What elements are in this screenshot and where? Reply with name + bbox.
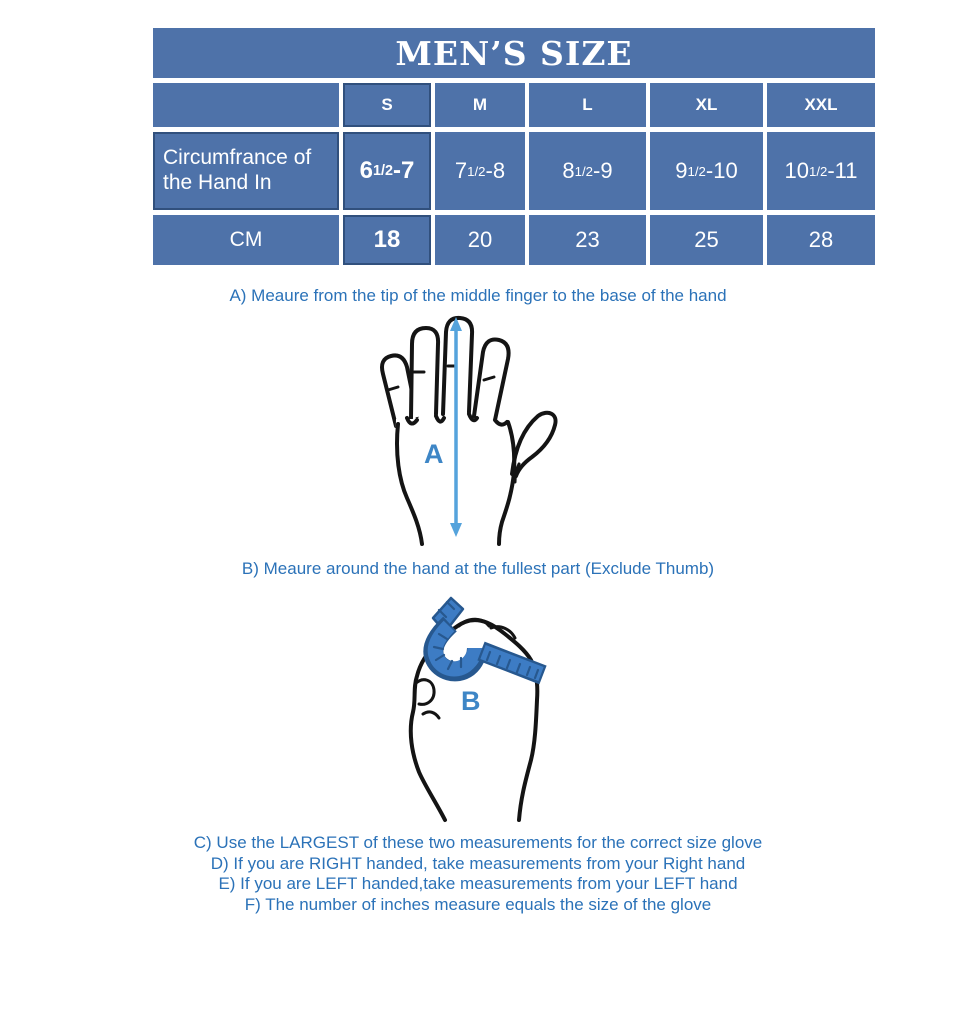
knuckle-ticks [386, 364, 496, 392]
fraction: 1/2 [373, 163, 394, 179]
fraction: 1/2 [808, 163, 828, 179]
instruction-note-e: E) If you are LEFT handed,take measureme… [218, 874, 738, 894]
fraction: 1/2 [687, 163, 706, 179]
instruction-note-f: F) The number of inches measure equals t… [244, 894, 712, 914]
fist-circumference-diagram: B [393, 592, 563, 824]
fraction: 1/2 [574, 163, 594, 179]
index-finger [472, 337, 511, 422]
instruction-notes: C) Use the LARGEST of these two measurem… [0, 833, 956, 915]
mens-size-table: MEN’S SIZE S M L XL XXL Circumfrance of the H… [153, 28, 875, 265]
finger-webs [405, 412, 509, 427]
palm-left-edge [395, 422, 424, 546]
fraction: 1/2 [467, 163, 486, 179]
col-header-l: L [529, 83, 646, 127]
col-header-xl: XL [650, 83, 763, 127]
size-cell: 6 1/2 -7 [343, 132, 431, 210]
instruction-note-c: C) Use the LARGEST of these two measurem… [193, 833, 763, 852]
size-grid: S M L XL XXL Circumfrance of the Hand In 6 1/2… [153, 83, 875, 265]
size-cell: 28 [767, 215, 875, 265]
corner-cell [153, 83, 339, 127]
size-cell: 10 1/2 -11 [767, 132, 875, 210]
table-title-bar: MEN’S SIZE [153, 28, 875, 78]
size-cell: 9 1/2 -10 [650, 132, 763, 210]
arrow-head-down [450, 523, 462, 537]
pinky-finger [380, 353, 419, 428]
finger-curl-lines [457, 617, 517, 640]
size-cell: 18 [343, 215, 431, 265]
table-title: MEN’S SIZE [395, 33, 633, 73]
tape-ticks [432, 600, 540, 680]
measure-b-label: B [461, 686, 481, 716]
instruction-note-d: D) If you are RIGHT handed, take measure… [210, 853, 746, 873]
arrow-head-up [450, 317, 462, 331]
open-hand-illustration: A [380, 315, 558, 546]
thumb-curl-lines [413, 678, 441, 720]
size-cell: 25 [650, 215, 763, 265]
thumb [510, 410, 558, 478]
size-cell: 23 [529, 215, 646, 265]
measure-a-label: A [424, 439, 444, 469]
row-label: CM [153, 215, 339, 265]
tape-straight [480, 644, 544, 682]
instruction-b: B) Meaure around the hand at the fullest… [241, 559, 715, 578]
col-header-m: M [435, 83, 525, 127]
fist-illustration: B [408, 596, 547, 822]
col-header-s: S [343, 83, 431, 127]
instruction-a: A) Meaure from the tip of the middle fin… [229, 286, 727, 305]
col-header-xxl: XXL [767, 83, 875, 127]
palm-right-edge [497, 420, 517, 546]
size-cell: 8 1/2 -9 [529, 132, 646, 210]
row-label: Circumfrance of the Hand In [153, 132, 339, 210]
hand-length-diagram: A [376, 314, 572, 548]
size-cell: 7 1/2 -8 [435, 132, 525, 210]
size-cell: 20 [435, 215, 525, 265]
